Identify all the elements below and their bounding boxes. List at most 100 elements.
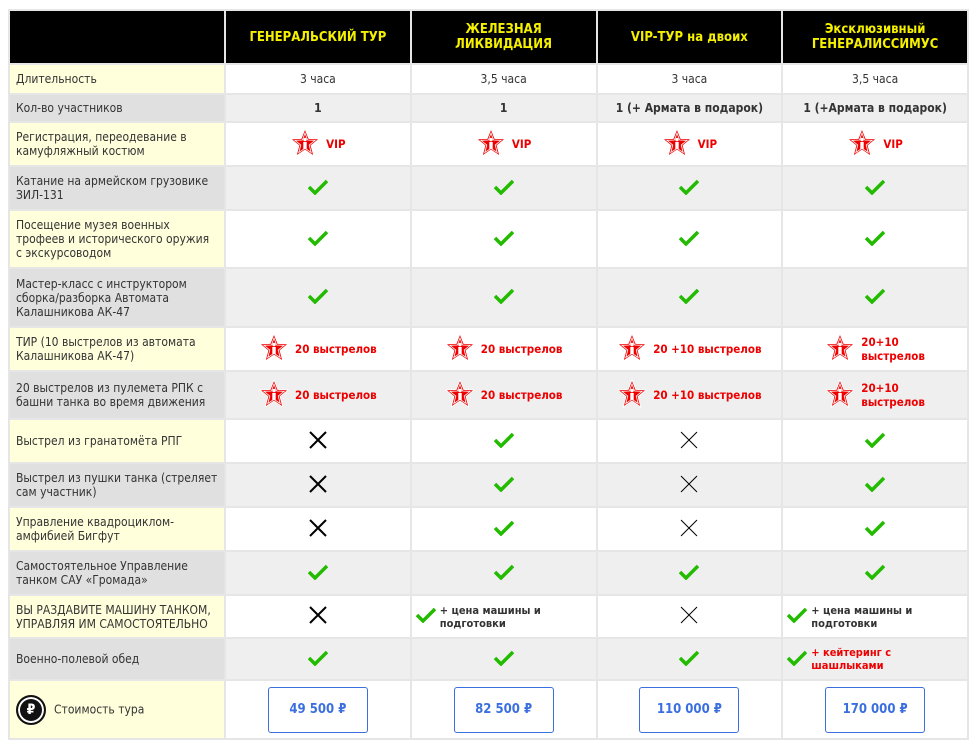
table-row: Управление квадроциклом-амфибией Бигфут [10, 508, 967, 550]
note-text: + кейтеринг с шашлыками [811, 646, 892, 672]
cell-3 [597, 639, 782, 679]
header-tour-3: VIP-ТУР на двоих [597, 11, 782, 63]
cell-3: VIP [597, 123, 782, 165]
cell-4: + кейтеринг с шашлыками [783, 639, 967, 679]
check-icon [679, 650, 700, 669]
cell-text: 1 [314, 101, 322, 115]
red-star-icon [617, 378, 648, 412]
red-star-icon [825, 378, 856, 412]
star-badge: VIP [475, 127, 531, 161]
cross-thin-icon [679, 475, 699, 497]
star-badge: 20 выстрелов [444, 332, 562, 366]
check-icon [493, 288, 514, 307]
cell-2: 1 [411, 95, 596, 121]
check-icon [307, 650, 329, 669]
cell-3 [597, 464, 782, 506]
table-row: Выстрел из пушки танка (стреляет сам уча… [10, 464, 967, 506]
badge-text: 20+10 выстрелов [861, 381, 925, 409]
cell-4: 3,5 часа [783, 65, 967, 93]
table-row: Самостоятельное Управление танком САУ «Г… [10, 552, 967, 594]
cell-text: 3,5 часа [480, 72, 527, 86]
cell-4 [783, 464, 967, 506]
red-star-icon [258, 378, 290, 412]
price-button-4[interactable]: 170 000 ₽ [825, 686, 926, 733]
cell-text: 3,5 часа [852, 72, 899, 86]
check-icon [864, 179, 886, 198]
table-row: Военно-полевой обед + кейтеринг с шашлык… [10, 639, 967, 679]
check-icon [493, 179, 514, 198]
price-cell-3: 110 000 ₽ [597, 681, 782, 738]
star-badge: 20+10 выстрелов [825, 332, 925, 366]
red-star-icon [444, 378, 475, 412]
table-row: Выстрел из гранатомёта РПГ [10, 420, 967, 462]
row-label: Длительность [10, 65, 224, 93]
check-icon [864, 520, 886, 539]
ruble-coin-icon: ₽ [16, 694, 46, 725]
check-icon [787, 650, 808, 669]
check-note: + кейтеринг с шашлыками [787, 646, 891, 672]
row-label: ВЫ РАЗДАВИТЕ МАШИНУ ТАНКОМ, УПРАВЛЯЯ ИМ … [10, 596, 224, 637]
row-label: Выстрел из пушки танка (стреляет сам уча… [10, 464, 224, 506]
cell-1 [226, 269, 410, 326]
check-icon [864, 288, 886, 307]
price-button-1[interactable]: 49 500 ₽ [267, 686, 368, 733]
price-cell-2: 82 500 ₽ [411, 681, 596, 738]
badge-text: 20 +10 выстрелов [653, 342, 762, 356]
cell-3 [597, 552, 782, 594]
check-icon [307, 230, 329, 249]
cell-1: VIP [226, 123, 410, 165]
check-icon [679, 230, 700, 249]
check-icon [864, 230, 886, 249]
check-icon [493, 564, 514, 583]
cell-4 [783, 552, 967, 594]
check-icon [493, 432, 514, 451]
cell-1 [226, 596, 410, 637]
cell-3 [597, 269, 782, 326]
check-icon [493, 650, 514, 669]
cell-2 [411, 639, 596, 679]
star-badge: VIP [847, 127, 903, 161]
table-row: Регистрация, переодевание в камуфляжный … [10, 123, 967, 165]
row-label: Самостоятельное Управление танком САУ «Г… [10, 552, 224, 594]
cell-2 [411, 420, 596, 462]
badge-text: VIP [883, 137, 903, 151]
cell-1 [226, 167, 410, 209]
row-label: Посещение музея военных трофеев и истори… [10, 211, 224, 267]
cell-2: 20 выстрелов [411, 328, 596, 370]
cell-2 [411, 508, 596, 550]
cross-thin-icon [679, 606, 699, 628]
table-row: ВЫ РАЗДАВИТЕ МАШИНУ ТАНКОМ, УПРАВЛЯЯ ИМ … [10, 596, 967, 637]
cell-1: 20 выстрелов [226, 328, 410, 370]
price-label: Стоимость тура [54, 702, 145, 716]
badge-text: 20 выстрелов [295, 342, 377, 356]
tour-comparison-table: ГЕНЕРАЛЬСКИЙ ТУР ЖЕЛЕЗНАЯ ЛИКВИДАЦИЯ VIP… [8, 9, 969, 740]
red-star-icon [661, 127, 692, 161]
row-label: Управление квадроциклом-амфибией Бигфут [10, 508, 224, 550]
cell-1 [226, 508, 410, 550]
check-note: + цена машины и подготовки [787, 604, 912, 630]
cross-thin-icon [679, 519, 699, 541]
price-button-3[interactable]: 110 000 ₽ [639, 686, 740, 733]
cell-1 [226, 552, 410, 594]
header-blank [10, 11, 224, 63]
price-button-2[interactable]: 82 500 ₽ [453, 686, 554, 733]
row-label: ТИР (10 выстрелов из автомата Калашников… [10, 328, 224, 370]
star-badge: VIP [290, 127, 346, 161]
price-cell-1: 49 500 ₽ [226, 681, 410, 738]
cell-text: 1 (+ Армата в подарок) [615, 101, 764, 115]
cell-3: 20 +10 выстрелов [597, 372, 782, 418]
cell-4: 1 (+Армата в подарок) [783, 95, 967, 121]
cell-3 [597, 211, 782, 267]
check-icon [307, 564, 329, 583]
cell-3 [597, 508, 782, 550]
check-icon [679, 564, 700, 583]
cell-1 [226, 211, 410, 267]
star-badge: 20 +10 выстрелов [617, 332, 762, 366]
cross-icon [308, 430, 328, 453]
check-icon [493, 230, 514, 249]
red-star-icon [258, 332, 290, 366]
row-label: 20 выстрелов из пулемета РПК с башни тан… [10, 372, 224, 418]
cell-3: 3 часа [597, 65, 782, 93]
cell-2 [411, 552, 596, 594]
badge-text: 20 выстрелов [480, 388, 563, 402]
